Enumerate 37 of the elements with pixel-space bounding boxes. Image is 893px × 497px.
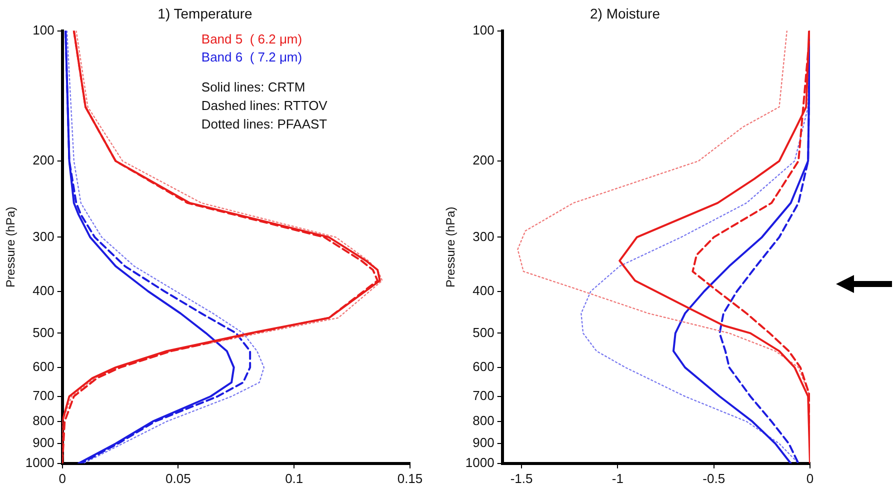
annotation: Dashed lines: RTTOV [201, 98, 328, 113]
y-tick-label: 100 [32, 22, 54, 38]
x-tick-label: -1 [612, 470, 624, 486]
y-tick-label: 900 [472, 435, 494, 450]
text: Band 5 ( 6.2 μm) [201, 31, 302, 46]
y-tick-label: 1000 [25, 454, 54, 470]
y-axis-title: Pressure (hPa) [4, 206, 18, 288]
x-tick-label: -0.5 [702, 470, 726, 486]
y-tick-label: 900 [32, 435, 54, 450]
chart-title: 1) Temperature [158, 5, 253, 22]
y-tick-label: 600 [472, 359, 494, 374]
y-tick-label: 100 [472, 22, 494, 38]
annotation: Solid lines: CRTM [201, 79, 306, 94]
y-tick-label: 800 [32, 413, 54, 428]
y-tick-label: 800 [472, 413, 494, 428]
y-tick-label: 400 [32, 282, 54, 298]
x-tick-label: 0.15 [397, 470, 423, 486]
x-tick-label: 0.05 [166, 470, 191, 486]
y-tick-label: 1000 [465, 454, 494, 470]
text: Band 6 ( 7.2 μm) [201, 49, 302, 64]
y-tick-label: 200 [32, 152, 54, 168]
y-tick-label: 500 [472, 324, 494, 340]
y-tick-label: 600 [32, 359, 54, 374]
chart-title: 2) Moisture [590, 5, 660, 22]
x-tick-label: 0.1 [285, 470, 304, 486]
y-tick-label: 700 [32, 388, 54, 403]
y-tick-label: 300 [472, 228, 494, 244]
x-tick-label: 0 [58, 470, 66, 486]
y-axis-title: Pressure (hPa) [444, 206, 458, 288]
annotation: Dotted lines: PFAAST [201, 116, 328, 132]
y-tick-label: 500 [32, 324, 54, 340]
x-tick-label: -1.5 [510, 470, 533, 486]
y-tick-label: 700 [472, 388, 494, 403]
y-tick-label: 300 [32, 228, 54, 244]
y-tick-label: 200 [472, 152, 494, 168]
y-tick-label: 400 [472, 282, 494, 298]
x-tick-label: 0 [806, 470, 814, 486]
